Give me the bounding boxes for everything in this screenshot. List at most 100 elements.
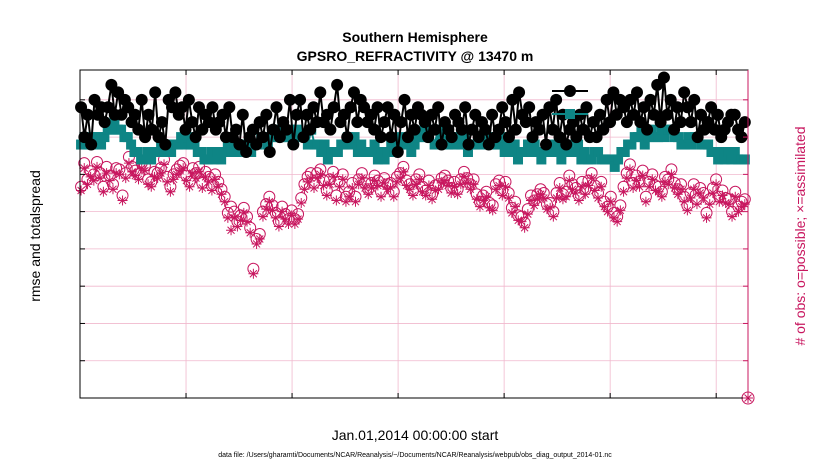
totalspread-marker [92, 132, 103, 143]
x-axis-ticks [79, 70, 717, 398]
obs-assimilated-marker [551, 192, 562, 203]
totalspread-marker [232, 147, 243, 157]
obs-assimilated-marker [257, 211, 268, 222]
obs-assimilated-marker [277, 206, 288, 217]
totalspread-marker [96, 139, 107, 150]
totalspread-marker [556, 154, 567, 165]
rmse-marker [580, 101, 593, 114]
rmse-marker [314, 86, 327, 99]
obs-assimilated-marker [79, 163, 90, 174]
rmse-marker [408, 123, 421, 136]
obs-assimilated-marker [101, 168, 112, 179]
obs-assimilated-marker [688, 184, 699, 195]
obs-assimilated-marker [596, 181, 607, 192]
obs-assimilated-marker [701, 212, 712, 223]
obs-assimilated-marker [379, 178, 390, 189]
obs-assimilated-marker [462, 178, 473, 189]
obs-assimilated-marker [376, 191, 387, 202]
obs-assimilated-marker [583, 180, 594, 191]
obs-assimilated-marker [299, 184, 310, 195]
obs-assimilated-marker [723, 199, 734, 210]
plot-series [75, 71, 755, 405]
obs-assimilated-marker [411, 179, 422, 190]
y-axis-right-label: # of obs: o=possible; ×=assimilated [792, 126, 808, 345]
totalspread-marker [126, 139, 137, 150]
rmse-marker [159, 138, 172, 151]
rmse-marker [688, 93, 701, 106]
totalspread-marker [139, 154, 150, 165]
totalspread-marker [719, 154, 730, 165]
obs-assimilated-marker [206, 185, 217, 196]
obs-assimilated-marker [577, 181, 588, 192]
obs-assimilated-marker [510, 201, 521, 212]
obs-assimilated-marker [76, 185, 87, 196]
x-axis-label: Jan.01,2014 00:00:00 start [332, 427, 499, 443]
rmse-marker [661, 108, 674, 121]
totalspread-marker [639, 139, 650, 150]
obs-assimilated-marker [545, 202, 556, 213]
obs-assimilated-marker [695, 188, 706, 198]
obs-assimilated-marker [328, 171, 339, 182]
obs-assimilated-marker [420, 190, 431, 201]
legend-totalspread-marker [565, 109, 575, 119]
obs-assimilated-marker [200, 171, 211, 182]
rmse-marker [371, 101, 384, 114]
obs-assimilated-marker [494, 180, 505, 191]
totalspread-marker [513, 154, 524, 165]
obs-assimilated-marker [414, 174, 425, 185]
rmse-marker [684, 116, 697, 129]
totalspread-marker [366, 147, 377, 157]
totalspread-marker [723, 147, 734, 157]
totalspread-marker [519, 147, 530, 157]
obs-assimilated-marker [727, 211, 738, 222]
totalspread-marker [142, 147, 153, 157]
totalspread-marker [189, 139, 200, 150]
obs-assimilated-marker [427, 194, 438, 205]
rmse-marker [307, 101, 320, 114]
totalspread-marker [322, 154, 333, 165]
totalspread-marker [716, 147, 727, 157]
totalspread-marker [509, 139, 520, 150]
obs-assimilated-marker [344, 191, 355, 202]
obs-assimilated-marker [226, 225, 237, 236]
rmse-marker [186, 116, 199, 129]
totalspread-marker [673, 132, 684, 143]
obs-assimilated-marker [146, 181, 157, 192]
totalspread-marker [209, 154, 220, 165]
legend [552, 85, 588, 119]
obs-assimilated-marker [337, 174, 348, 185]
totalspread-marker [633, 132, 644, 143]
totalspread-marker [656, 124, 667, 135]
totalspread-marker [206, 147, 217, 157]
totalspread-marker [686, 139, 697, 150]
totalspread-marker [653, 132, 664, 143]
obs-assimilated-marker [529, 200, 540, 211]
rmse-marker [142, 108, 155, 121]
obs-assimilated-marker [602, 206, 613, 217]
obs-assimilated-marker [407, 190, 418, 201]
obs-assimilated-marker [554, 183, 565, 194]
totalspread-marker [376, 147, 387, 157]
obs-assimilated-marker [663, 179, 674, 190]
rmse-marker [260, 108, 273, 121]
obs-assimilated-marker [190, 173, 201, 184]
obs-assimilated-marker [570, 188, 581, 198]
totalspread-marker [346, 139, 357, 150]
rmse-marker [496, 101, 509, 114]
legend-rmse-marker [564, 85, 576, 97]
rmse-marker [513, 86, 526, 99]
rmse-marker [711, 108, 724, 121]
obs-assimilated-marker [446, 188, 457, 198]
rmse-marker [445, 131, 458, 144]
obs-assimilated-marker [88, 175, 99, 186]
obs-assimilated-marker [111, 168, 122, 179]
rmse-marker [479, 123, 492, 136]
obs-assimilated-marker [264, 196, 275, 207]
obs-assimilated-marker [315, 169, 326, 180]
rmse-marker [631, 86, 644, 99]
obs-assimilated-marker [309, 183, 320, 194]
obs-assimilated-marker [293, 214, 304, 225]
obs-assimilated-marker [455, 179, 466, 190]
obs-assimilated-marker [704, 199, 715, 210]
obs-assimilated-marker [443, 180, 454, 191]
